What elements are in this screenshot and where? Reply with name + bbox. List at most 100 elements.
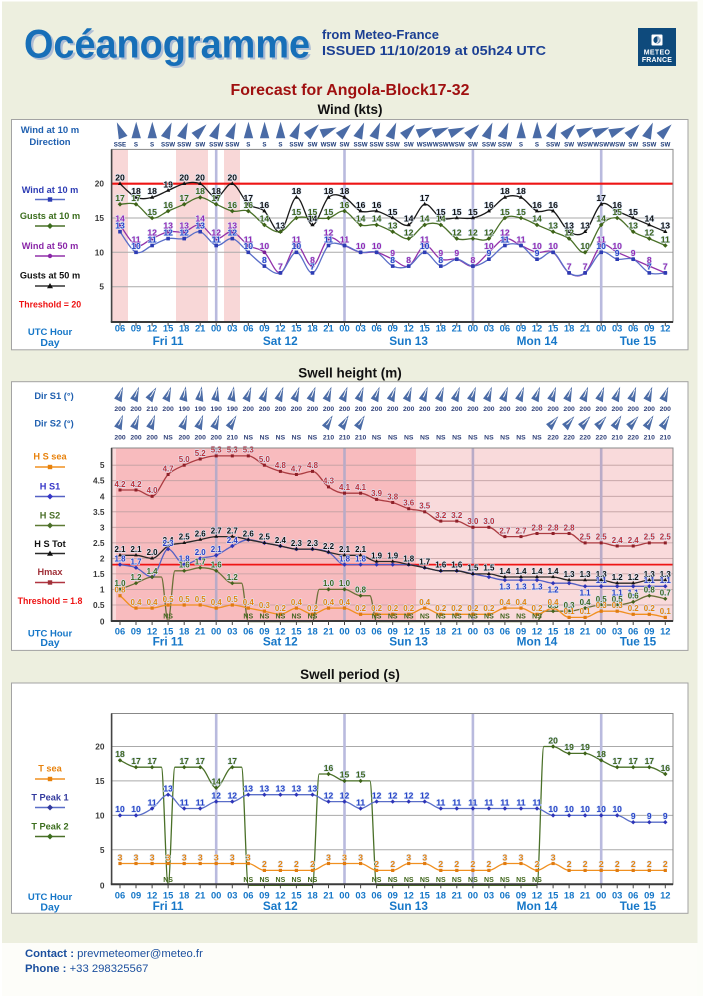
svg-text:11: 11 [597, 234, 606, 244]
svg-text:S: S [535, 142, 539, 149]
svg-text:200: 200 [467, 406, 479, 413]
svg-text:9: 9 [390, 248, 395, 258]
svg-text:SSW: SSW [225, 142, 239, 149]
svg-text:19: 19 [564, 742, 574, 752]
svg-text:4.1: 4.1 [339, 483, 351, 492]
svg-text:13: 13 [548, 221, 558, 231]
svg-text:0.4: 0.4 [580, 598, 592, 607]
svg-text:0.4: 0.4 [499, 598, 511, 607]
svg-text:10: 10 [131, 241, 141, 251]
svg-text:11: 11 [196, 797, 205, 807]
svg-text:06: 06 [628, 626, 638, 637]
svg-text:20: 20 [179, 173, 189, 183]
svg-text:00: 00 [211, 626, 221, 637]
svg-text:13: 13 [276, 221, 286, 231]
svg-text:1.8: 1.8 [355, 554, 367, 563]
svg-text:SW: SW [195, 142, 205, 149]
svg-text:210: 210 [644, 435, 656, 442]
svg-text:12: 12 [404, 227, 414, 237]
svg-text:12: 12 [275, 890, 285, 901]
svg-text:0.2: 0.2 [628, 604, 640, 613]
svg-text:210: 210 [227, 435, 239, 442]
svg-text:00: 00 [339, 890, 349, 901]
svg-text:3: 3 [358, 852, 363, 862]
svg-text:00: 00 [211, 323, 221, 334]
svg-text:1.8: 1.8 [403, 554, 415, 563]
svg-text:18: 18 [147, 186, 157, 196]
svg-text:8: 8 [438, 255, 443, 265]
svg-text:11: 11 [533, 797, 542, 807]
svg-text:2: 2 [535, 859, 540, 869]
svg-text:1.4: 1.4 [532, 567, 544, 576]
svg-text:0.8: 0.8 [644, 586, 656, 595]
svg-text:Fri 11: Fri 11 [153, 635, 184, 649]
svg-text:3: 3 [166, 852, 171, 862]
svg-text:ISSUED 11/10/2019 at 05h24 UTC: ISSUED 11/10/2019 at 05h24 UTC [322, 43, 547, 58]
svg-text:18: 18 [564, 890, 574, 901]
svg-text:03: 03 [484, 626, 494, 637]
svg-text:3: 3 [118, 852, 123, 862]
svg-text:11: 11 [356, 797, 365, 807]
svg-text:12: 12 [324, 790, 334, 800]
svg-text:12: 12 [532, 626, 542, 637]
svg-text:10: 10 [612, 804, 622, 814]
svg-text:7: 7 [647, 262, 652, 272]
svg-text:15: 15 [340, 770, 350, 780]
svg-text:14: 14 [404, 214, 414, 224]
svg-text:Mon 14: Mon 14 [517, 334, 558, 348]
svg-text:17: 17 [131, 193, 141, 203]
svg-text:Sun 13: Sun 13 [389, 899, 428, 913]
svg-text:200: 200 [371, 406, 383, 413]
svg-text:4: 4 [100, 491, 105, 501]
svg-text:00: 00 [211, 890, 221, 901]
svg-text:Gusts at 10 m: Gusts at 10 m [20, 211, 80, 221]
svg-text:NS: NS [484, 614, 494, 621]
svg-text:0.5: 0.5 [596, 595, 608, 604]
svg-text:9: 9 [647, 811, 652, 821]
svg-text:SSW: SSW [370, 142, 384, 149]
svg-text:09: 09 [644, 626, 654, 637]
svg-text:200: 200 [387, 406, 399, 413]
svg-text:3: 3 [214, 852, 219, 862]
svg-text:15: 15 [163, 890, 173, 901]
svg-text:SW: SW [564, 142, 574, 149]
svg-text:17: 17 [228, 756, 238, 766]
svg-text:3.5: 3.5 [93, 507, 105, 517]
svg-text:15: 15 [548, 890, 558, 901]
svg-text:15: 15 [95, 776, 105, 786]
svg-text:21: 21 [323, 323, 333, 334]
svg-text:FRANCE: FRANCE [642, 57, 672, 64]
svg-text:2: 2 [471, 859, 476, 869]
svg-text:1.6: 1.6 [179, 561, 191, 570]
svg-text:Tue 15: Tue 15 [620, 635, 657, 649]
svg-text:Sat 12: Sat 12 [263, 899, 298, 913]
svg-text:NS: NS [468, 877, 478, 884]
svg-text:1.4: 1.4 [147, 567, 159, 576]
svg-text:1.1: 1.1 [644, 576, 656, 585]
svg-text:3.5: 3.5 [419, 502, 431, 511]
svg-text:18: 18 [564, 626, 574, 637]
svg-text:3: 3 [150, 852, 155, 862]
svg-text:8: 8 [471, 255, 476, 265]
svg-text:12: 12 [147, 890, 157, 901]
svg-text:T Peak 2: T Peak 2 [31, 822, 68, 832]
svg-text:2.1: 2.1 [115, 545, 127, 554]
svg-text:8: 8 [647, 255, 652, 265]
svg-text:190: 190 [227, 406, 239, 413]
svg-text:12: 12 [452, 227, 462, 237]
svg-text:NS: NS [163, 877, 173, 884]
svg-text:09: 09 [259, 323, 269, 334]
svg-text:2: 2 [294, 859, 299, 869]
svg-text:SW: SW [308, 142, 318, 149]
svg-text:210: 210 [612, 435, 624, 442]
svg-text:06: 06 [243, 323, 253, 334]
svg-text:21: 21 [195, 626, 205, 637]
svg-text:SW: SW [660, 142, 670, 149]
svg-text:12: 12 [500, 227, 510, 237]
svg-text:12: 12 [147, 227, 157, 237]
svg-text:2.2: 2.2 [323, 542, 335, 551]
svg-text:15: 15 [147, 207, 157, 217]
svg-text:1.3: 1.3 [580, 570, 592, 579]
svg-text:18: 18 [179, 323, 189, 334]
svg-text:17: 17 [628, 756, 638, 766]
